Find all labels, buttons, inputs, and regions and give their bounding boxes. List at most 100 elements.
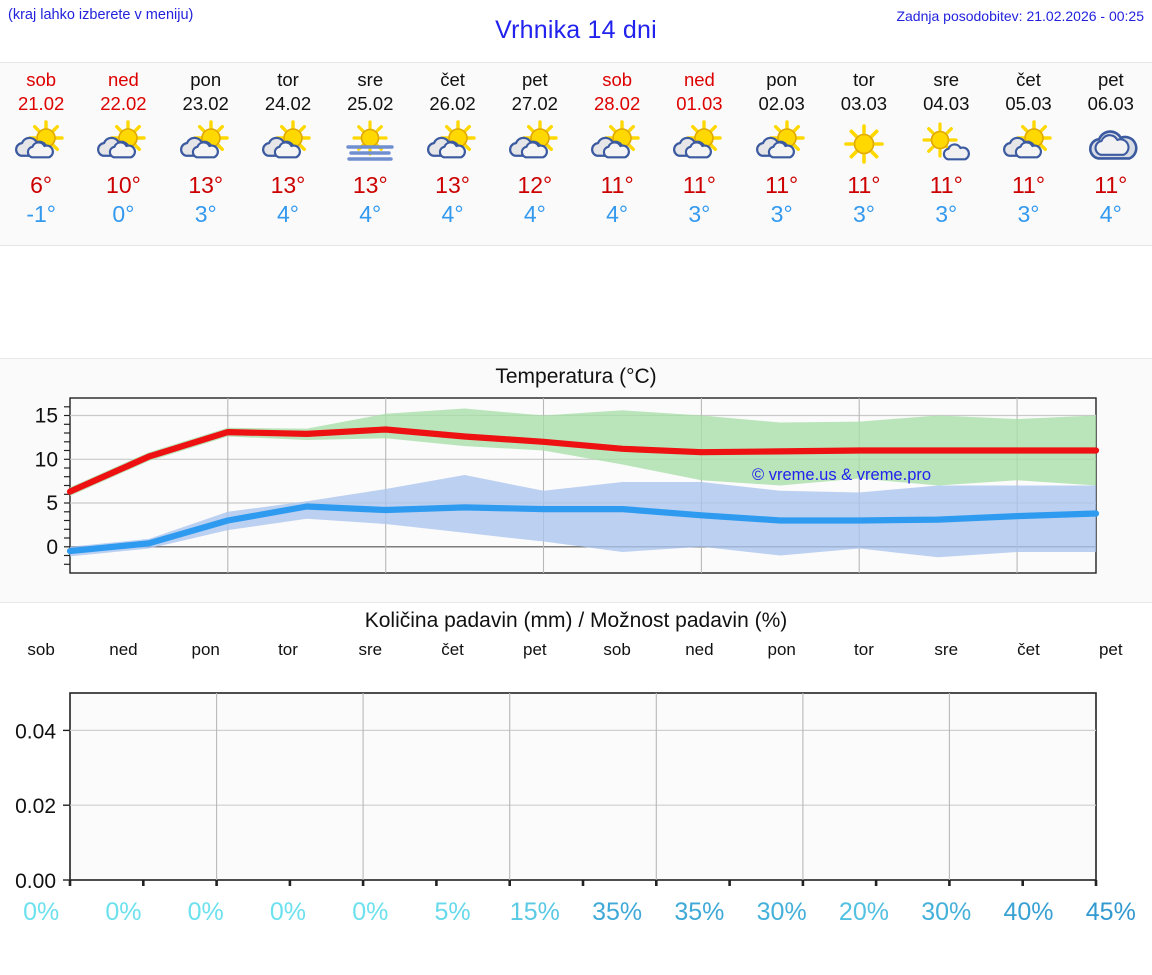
day-name-label: pet [1097,69,1124,90]
location-menu-hint[interactable]: (kraj lahko izberete v meniju) [8,7,194,23]
day-temp-max: 12° [517,172,553,198]
precipitation-day-label: pet [1098,640,1123,659]
precipitation-day-label: čet [441,640,464,659]
precipitation-day-label: sre [358,640,383,659]
precipitation-probability-value: 0% [269,898,307,926]
day-date-label: 23.02 [182,93,229,114]
partly-cloudy-icon [91,120,155,168]
forecast-day-column[interactable]: sob 28.02 11° 4° [576,63,658,245]
day-name-label: sre [357,69,384,90]
precipitation-probability-value: 40% [1003,898,1054,926]
precipitation-day-label: sre [934,640,959,659]
day-date-label: 02.03 [758,93,805,114]
partly-cloudy-icon [585,120,649,168]
precipitation-probability-value: 5% [434,898,471,926]
precipitation-probability-value: 0% [23,898,60,926]
forecast-day-column[interactable]: sre 25.02 13° 4° [329,63,411,245]
page-header: (kraj lahko izberete v meniju) Vrhnika 1… [0,0,1152,62]
day-date-label: 27.02 [511,93,558,114]
precipitation-day-label: ned [109,640,138,659]
day-date-label: 21.02 [17,93,65,114]
forecast-day-column[interactable]: čet 26.02 13° 4° [411,63,493,245]
forecast-day-column[interactable]: tor 24.02 13° 4° [247,63,329,245]
svg-text:5: 5 [46,492,58,515]
day-temp-max: 10° [106,172,141,198]
day-name-label: tor [853,69,875,90]
day-date-label: 22.02 [100,93,147,114]
partly-cloudy-icon [997,120,1061,168]
day-name-label: pon [766,69,798,90]
precipitation-probability-value: 20% [838,898,889,926]
day-temp-max: 11° [765,172,799,198]
forecast-day-column[interactable]: sob 21.02 6° -1° [0,63,82,245]
day-temp-max: 13° [270,172,306,198]
svg-text:0.02: 0.02 [15,795,56,818]
forecast-day-column[interactable]: sre 04.03 11° 3° [905,63,987,245]
day-temp-max: 13° [352,172,388,198]
partly-cloudy-icon [750,120,814,168]
forecast-day-column[interactable]: ned 01.03 11° 3° [658,63,740,245]
precipitation-day-label: tor [278,640,298,659]
spacer-band [0,246,1152,358]
day-temp-max: 11° [847,172,881,198]
day-name-label: pet [521,69,548,90]
partly-cloudy-icon [421,120,485,168]
forecast-day-column[interactable]: pet 06.03 11° 4° [1070,63,1152,245]
day-temp-max: 6° [30,172,53,198]
precipitation-probability-value: 30% [756,898,807,926]
day-temp-min: 3° [935,201,958,227]
day-date-label: 03.03 [840,93,888,114]
page-title: Vrhnika 14 dni [495,16,657,44]
day-date-label: 04.03 [923,93,970,114]
day-temp-max: 11° [1011,172,1046,198]
day-temp-max: 11° [1094,172,1128,198]
svg-text:0: 0 [46,536,58,559]
partly-cloudy-icon [9,120,73,168]
precipitation-chart-plot: 0.00 0.02 0.04 [0,665,1152,900]
forecast-day-column[interactable]: tor 03.03 11° 3° [823,63,905,245]
day-name-label: ned [107,69,139,90]
partly-cloudy-icon [174,120,238,168]
forecast-day-column[interactable]: pet 27.02 12° 4° [494,63,576,245]
day-temp-max: 11° [682,172,716,198]
svg-text:0.04: 0.04 [15,720,56,743]
temperature-chart-panel: Temperatura (°C) 0 5 10 15 [0,358,1152,603]
day-name-label: tor [277,69,299,90]
day-temp-min: 4° [1099,201,1122,227]
precipitation-day-label: sob [27,640,55,659]
temperature-chart-title: Temperatura (°C) [495,365,657,388]
day-temp-min: 3° [770,201,793,227]
precipitation-probability-value: 35% [674,898,725,926]
sun-small-cloud-icon [914,120,978,168]
day-temp-min: -1° [26,201,56,227]
day-temp-max: 11° [600,172,634,198]
day-date-label: 24.02 [264,93,312,114]
precipitation-day-label: ned [685,640,714,659]
precipitation-day-label: čet [1017,640,1040,659]
forecast-day-column[interactable]: pon 02.03 11° 3° [741,63,823,245]
partly-cloudy-icon [503,120,567,168]
precipitation-chart-panel: Količina padavin (mm) / Možnost padavin … [0,603,1152,933]
precipitation-day-label: sob [603,640,631,659]
precipitation-day-label: pon [191,640,220,659]
day-date-label: 26.02 [429,93,476,114]
forecast-day-column[interactable]: ned 22.02 10° 0° [82,63,164,245]
last-update-label: Zadnja posodobitev: 21.02.2026 - 00:25 [896,8,1144,24]
day-date-label: 05.03 [1005,93,1052,114]
precipitation-day-label: pon [767,640,796,659]
forecast-day-strip: sob 21.02 6° -1° ned 22.02 10° 0° pon 23.02 13°… [0,62,1152,246]
day-temp-min: 0° [112,201,135,227]
forecast-day-column[interactable]: čet 05.03 11° 3° [987,63,1069,245]
cloudy-icon [1079,120,1143,168]
day-temp-max: 13° [435,172,470,198]
precipitation-probability-value: 35% [592,898,643,926]
day-temp-min: 4° [441,201,464,227]
precipitation-chart-title: Količina padavin (mm) / Možnost padavin … [364,609,788,632]
day-name-label: sob [26,69,57,90]
svg-text:10: 10 [35,448,58,471]
forecast-day-column[interactable]: pon 23.02 13° 3° [165,63,247,245]
sun-icon [832,120,896,168]
day-temp-min: 4° [523,201,546,227]
day-temp-min: 3° [852,201,875,227]
precipitation-probability-value: 0% [105,898,142,926]
